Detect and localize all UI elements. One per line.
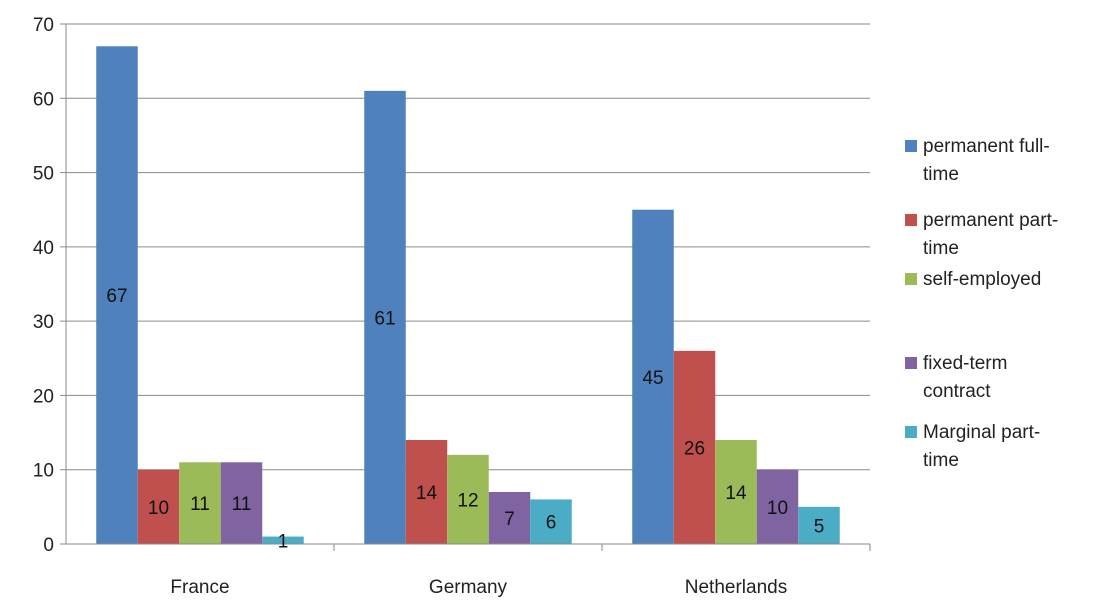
- legend-label: fixed-term contract: [923, 353, 1007, 402]
- category-label: France: [170, 577, 229, 598]
- bar: [798, 506, 840, 544]
- data-label: 45: [642, 368, 663, 389]
- data-label: 14: [725, 483, 747, 504]
- bar: [530, 499, 572, 544]
- bar: [756, 469, 799, 544]
- legend-label: permanent full-time: [923, 136, 1050, 185]
- bar: [262, 536, 304, 544]
- bar: [364, 90, 406, 544]
- legend-swatch: [905, 140, 917, 152]
- legend-entry: permanent part-time: [905, 210, 1058, 259]
- data-label: 12: [457, 490, 478, 511]
- data-label: 67: [106, 286, 127, 307]
- data-label: 11: [232, 494, 252, 515]
- bar: [220, 462, 263, 544]
- legend-entry: fixed-term contract: [905, 353, 1007, 402]
- data-label: 10: [767, 498, 788, 519]
- category-label: Germany: [429, 577, 508, 598]
- legend-label: permanent part-time: [923, 210, 1058, 259]
- legend-entry: permanent full-time: [905, 136, 1050, 185]
- legend-label: Marginal part-time: [923, 422, 1040, 471]
- data-label: 61: [374, 308, 395, 329]
- bar: [673, 350, 716, 544]
- data-label: 10: [148, 498, 169, 519]
- y-tick-label: 70: [33, 15, 54, 36]
- bar: [137, 469, 180, 544]
- legend-swatch: [905, 357, 917, 369]
- data-label: 1: [278, 531, 289, 552]
- bar: [179, 462, 221, 544]
- bar: [632, 209, 674, 544]
- legend-entry: self-employed: [905, 269, 1041, 290]
- y-tick-label: 30: [33, 312, 54, 333]
- axes: 0 10 20 30 40 50 60 70 France Germany Netherlands: [33, 15, 871, 598]
- legend: permanent full-time permanent part-time se…: [905, 136, 1058, 471]
- data-label: 14: [416, 483, 438, 504]
- data-label: 11: [190, 494, 210, 515]
- legend-label: self-employed: [923, 269, 1041, 290]
- y-tick-label: 60: [33, 89, 54, 110]
- category-label: Netherlands: [685, 577, 787, 598]
- legend-entry: Marginal part-time: [905, 422, 1040, 471]
- y-tick-label: 0: [43, 535, 54, 556]
- legend-swatch: [905, 214, 917, 226]
- bar: [96, 46, 138, 545]
- y-tick-label: 10: [33, 461, 54, 482]
- y-tick-label: 50: [33, 164, 54, 185]
- bar: [447, 454, 489, 544]
- data-label: 5: [814, 516, 825, 537]
- data-label: 6: [546, 513, 557, 534]
- gridlines: [66, 23, 870, 471]
- y-tick-label: 20: [33, 386, 54, 407]
- data-label: 26: [684, 438, 705, 459]
- legend-swatch: [905, 273, 917, 285]
- y-tick-label: 40: [33, 238, 54, 259]
- bar: [715, 440, 757, 544]
- bars: [96, 46, 840, 545]
- legend-swatch: [905, 426, 917, 438]
- bar: [488, 492, 531, 544]
- data-label: 7: [504, 509, 515, 530]
- bar: [405, 440, 448, 544]
